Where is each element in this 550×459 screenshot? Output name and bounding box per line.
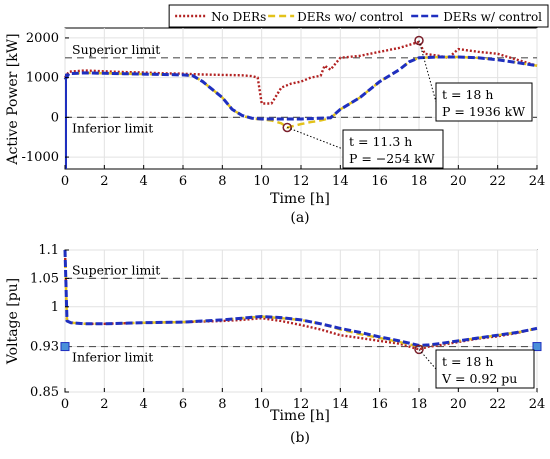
tick-label-x-8: 8 bbox=[218, 174, 226, 189]
tick-label-x-18: 18 bbox=[411, 174, 428, 189]
reference-label-inferior-limit: Inferior limit bbox=[72, 350, 153, 365]
tick-label-x-6: 6 bbox=[179, 174, 187, 189]
tick-label-x-20: 20 bbox=[450, 397, 467, 412]
panel-b-x-axis-label: Time [h] bbox=[270, 408, 330, 424]
reference-label-inferior-limit: Inferior limit bbox=[72, 120, 153, 135]
reference-label-superior-limit: Superior limit bbox=[72, 42, 160, 57]
tick-label-y-0: 0 bbox=[51, 110, 59, 125]
tick-label-y-1000: -1000 bbox=[22, 150, 59, 165]
panel-a-label: (a) bbox=[290, 210, 309, 226]
panel-a-annotations: t = 18 h P = 1936 kW t = 11.3 h P = −254 kW bbox=[282, 35, 533, 169]
tick-label-y-1-05: 1.05 bbox=[30, 271, 59, 286]
tick-label-x-10: 10 bbox=[253, 397, 270, 412]
series-line-ders-w-control bbox=[63, 249, 538, 347]
tick-label-x-22: 22 bbox=[489, 174, 506, 189]
tick-label-x-24: 24 bbox=[529, 397, 546, 412]
series-line-ders-w-control bbox=[63, 55, 538, 121]
annotation-line2-a1: P = 1936 kW bbox=[442, 104, 525, 119]
tick-label-y-1-1: 1.1 bbox=[38, 243, 59, 258]
tick-label-y-2000: 2000 bbox=[26, 31, 59, 46]
legend-label-no-ders: No DERs bbox=[211, 10, 266, 24]
tick-label-x-24: 24 bbox=[529, 174, 546, 189]
annotation-marker-a1 bbox=[414, 35, 424, 46]
annotation-leader-a2 bbox=[287, 126, 344, 150]
panel-a-x-axis-label: Time [h] bbox=[270, 191, 330, 207]
tick-label-x-16: 16 bbox=[371, 397, 388, 412]
legend: No DERs DERs wo/ control DERs w/ control bbox=[168, 4, 549, 28]
tick-label-x-20: 20 bbox=[450, 174, 467, 189]
panel-b-annotations: t = 18 h V = 0.92 pu bbox=[60, 342, 542, 389]
annotation-line1-a1: t = 18 h bbox=[442, 87, 493, 102]
annotation-marker-b1 bbox=[414, 344, 424, 355]
tick-label-x-12: 12 bbox=[293, 397, 310, 412]
tick-label-x-14: 14 bbox=[332, 397, 349, 412]
annotation-box-a1 bbox=[435, 82, 533, 122]
tick-label-x-18: 18 bbox=[411, 397, 428, 412]
annotation-box-b1 bbox=[435, 349, 535, 389]
annotation-line1-b1: t = 18 h bbox=[442, 354, 493, 369]
tick-label-x-14: 14 bbox=[332, 174, 349, 189]
annotation-line1-a2: t = 11.3 h bbox=[349, 134, 412, 149]
panel-b-series bbox=[63, 249, 538, 351]
tick-label-x-0: 0 bbox=[61, 174, 69, 189]
panel-a-y-axis-label: Active Power [kW] bbox=[5, 33, 21, 165]
series-line-no-ders bbox=[63, 249, 538, 351]
panel-a-series bbox=[63, 40, 538, 169]
annotation-line2-b1: V = 0.92 pu bbox=[441, 371, 517, 386]
panel-b-reference-lines: Superior limit Inferior limit bbox=[65, 262, 537, 365]
legend-box bbox=[168, 4, 549, 28]
tick-label-x-22: 22 bbox=[489, 397, 506, 412]
limit-marker-0 bbox=[60, 342, 70, 352]
tick-label-x-8: 8 bbox=[218, 397, 226, 412]
tick-label-y-0-93: 0.93 bbox=[30, 340, 59, 355]
annotation-leader-b1 bbox=[418, 349, 437, 370]
tick-label-x-0: 0 bbox=[61, 397, 69, 412]
tick-label-y-1000: 1000 bbox=[26, 71, 59, 86]
annotation-box-a2 bbox=[342, 129, 444, 169]
panel-b-label: (b) bbox=[290, 430, 310, 446]
reference-label-superior-limit: Superior limit bbox=[72, 262, 160, 277]
tick-label-x-4: 4 bbox=[140, 397, 148, 412]
panel-a-reference-lines: Superior limit Inferior limit bbox=[65, 42, 537, 135]
tick-label-x-6: 6 bbox=[179, 397, 187, 412]
tick-label-y-1: 1 bbox=[51, 300, 59, 315]
annotation-line2-a2: P = −254 kW bbox=[349, 151, 435, 166]
limit-marker-1 bbox=[532, 342, 542, 352]
annotation-leader-a1 bbox=[418, 40, 437, 103]
panel-b-y-axis-label: Voltage [pu] bbox=[5, 278, 21, 365]
tick-label-y-0-85: 0.85 bbox=[30, 385, 59, 400]
tick-label-x-10: 10 bbox=[253, 174, 270, 189]
annotation-marker-a2 bbox=[282, 122, 292, 133]
tick-label-x-4: 4 bbox=[140, 174, 148, 189]
legend-label-ders-wo-control: DERs wo/ control bbox=[297, 10, 403, 24]
legend-label-ders-w-control: DERs w/ control bbox=[443, 10, 542, 24]
tick-label-x-2: 2 bbox=[100, 397, 108, 412]
tick-label-x-2: 2 bbox=[100, 174, 108, 189]
tick-label-x-12: 12 bbox=[293, 174, 310, 189]
tick-label-x-16: 16 bbox=[371, 174, 388, 189]
